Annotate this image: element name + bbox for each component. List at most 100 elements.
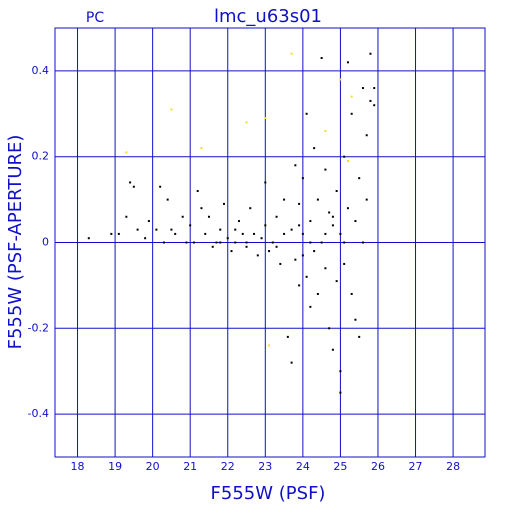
x-tick-label: 22	[221, 460, 235, 473]
point	[189, 224, 192, 227]
point	[320, 241, 323, 244]
point	[328, 211, 331, 214]
point	[320, 57, 323, 60]
point	[309, 241, 312, 244]
point	[110, 232, 113, 235]
point	[324, 168, 327, 171]
point	[298, 284, 301, 287]
chart-title: lmc_u63s01	[214, 6, 322, 27]
point	[234, 241, 237, 244]
point	[343, 241, 346, 244]
point	[305, 112, 308, 115]
point	[301, 177, 304, 180]
point	[339, 232, 342, 235]
point	[166, 198, 169, 201]
point	[361, 241, 364, 244]
y-tick-label: -0.2	[28, 321, 49, 334]
point	[369, 52, 372, 55]
point	[245, 241, 248, 244]
point	[339, 370, 342, 373]
point	[249, 207, 252, 210]
point	[136, 228, 139, 231]
point	[313, 147, 316, 150]
point	[211, 245, 214, 248]
point	[324, 129, 327, 132]
point	[343, 262, 346, 265]
point	[335, 190, 338, 193]
point	[129, 181, 132, 184]
point	[155, 228, 158, 231]
point	[238, 220, 241, 223]
point	[358, 335, 361, 338]
point	[275, 245, 278, 248]
point	[230, 250, 233, 253]
point	[350, 95, 353, 98]
point	[328, 327, 331, 330]
x-tick-label: 27	[409, 460, 423, 473]
point	[294, 258, 297, 261]
point	[181, 215, 184, 218]
point	[358, 177, 361, 180]
point	[207, 215, 210, 218]
point	[234, 228, 237, 231]
point	[309, 220, 312, 223]
point	[215, 241, 218, 244]
y-axis-label: F555W (PSF-APERTURE)	[5, 135, 26, 350]
y-tick-label: -0.4	[28, 407, 49, 420]
point	[290, 228, 293, 231]
x-axis-label: F555W (PSF)	[211, 483, 326, 504]
point	[346, 207, 349, 210]
point	[339, 78, 342, 81]
point	[286, 335, 289, 338]
x-tick-label: 26	[371, 460, 385, 473]
point	[373, 87, 376, 90]
point	[264, 117, 267, 120]
point	[350, 292, 353, 295]
point	[354, 318, 357, 321]
point	[339, 391, 342, 394]
point	[298, 224, 301, 227]
x-tick-label: 28	[446, 460, 460, 473]
point	[87, 237, 90, 240]
point	[204, 232, 207, 235]
point	[260, 237, 263, 240]
point	[200, 147, 203, 150]
point	[283, 232, 286, 235]
corner-label: PC	[86, 10, 104, 26]
point	[144, 237, 147, 240]
point	[301, 254, 304, 257]
point	[346, 159, 349, 162]
point	[185, 241, 188, 244]
point	[346, 61, 349, 64]
point	[268, 250, 271, 253]
point	[264, 181, 267, 184]
point	[192, 241, 195, 244]
point	[324, 267, 327, 270]
point	[253, 232, 256, 235]
x-tick-label: 19	[108, 460, 122, 473]
point	[331, 348, 334, 351]
x-tick-label: 24	[296, 460, 310, 473]
point	[170, 228, 173, 231]
point	[162, 241, 165, 244]
point	[226, 237, 229, 240]
x-tick-label: 18	[71, 460, 85, 473]
point	[316, 292, 319, 295]
point	[343, 155, 346, 158]
point	[117, 232, 120, 235]
point	[200, 207, 203, 210]
point	[335, 280, 338, 283]
point	[241, 232, 244, 235]
point	[313, 250, 316, 253]
point	[125, 151, 128, 154]
point	[196, 190, 199, 193]
point	[271, 241, 274, 244]
point	[324, 232, 327, 235]
point	[373, 104, 376, 107]
y-tick-label: 0.2	[32, 150, 50, 163]
point	[170, 108, 173, 111]
point	[256, 254, 259, 257]
y-tick-label: 0.4	[32, 64, 50, 77]
point	[350, 112, 353, 115]
